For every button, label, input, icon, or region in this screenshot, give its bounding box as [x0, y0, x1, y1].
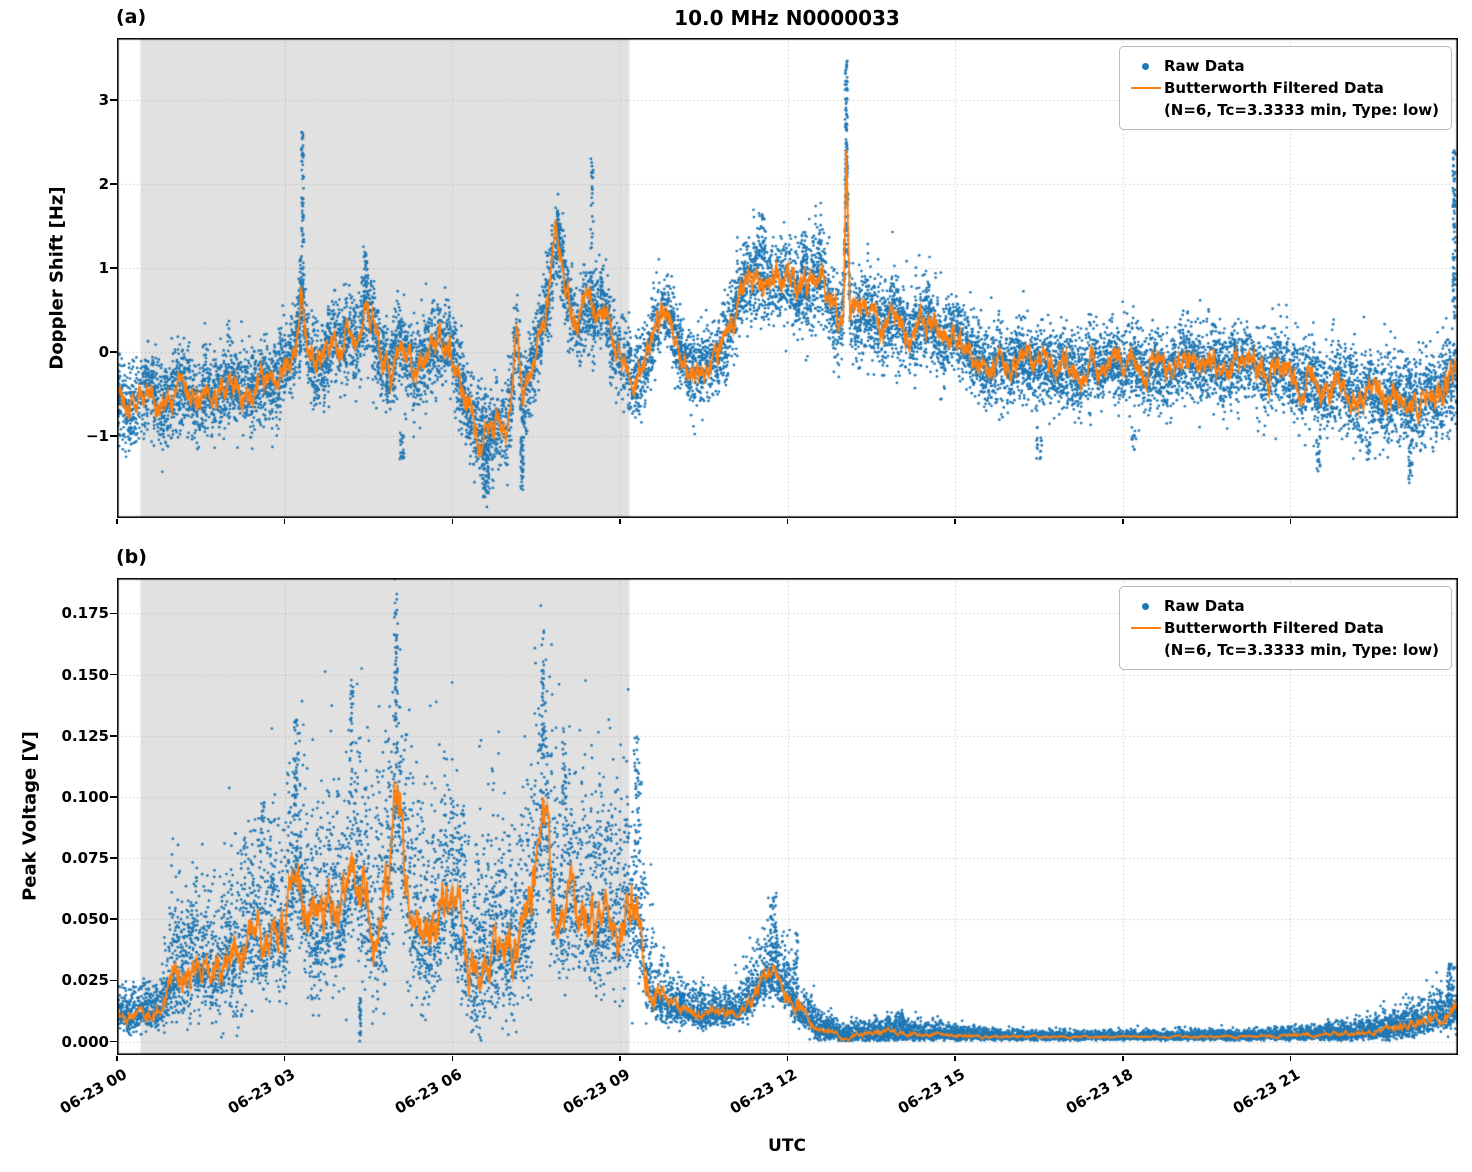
legend-raw-label: Raw Data — [1163, 597, 1245, 615]
y-tick-mark — [110, 735, 117, 737]
x-tick-mark — [786, 1056, 789, 1061]
y-tick-label: 0.075 — [61, 849, 109, 868]
y-tick-mark — [110, 796, 117, 798]
panel-a-legend: Raw Data Butterworth Filtered Data (N=6,… — [1118, 46, 1452, 130]
legend-filtered-title: Butterworth Filtered Data — [1163, 79, 1384, 97]
chart-title: 10.0 MHz N0000033 — [674, 6, 900, 30]
panel-b-letter: (b) — [116, 546, 147, 568]
y-tick-mark — [110, 435, 117, 437]
legend-filtered-label: Butterworth Filtered Data (N=6, Tc=3.333… — [1164, 617, 1439, 661]
y-tick-mark — [110, 183, 117, 185]
y-tick-label: 0.050 — [61, 910, 109, 929]
y-tick-label: 3 — [98, 91, 109, 110]
x-tick-mark — [786, 519, 789, 524]
y-tick-mark — [110, 1040, 117, 1043]
raw-data-dot-icon — [1142, 602, 1150, 610]
filtered-line-icon — [1130, 627, 1161, 629]
y-tick-label: 0.125 — [61, 726, 109, 745]
y-tick-mark — [110, 857, 117, 859]
panel-b-ylabel: Peak Voltage [V] — [19, 731, 41, 901]
x-tick-label: 06-23 15 — [894, 1065, 969, 1118]
y-tick-label: 0 — [98, 342, 109, 361]
y-tick-label: 0.000 — [61, 1032, 109, 1051]
legend-item-raw: Raw Data — [1128, 55, 1439, 77]
raw-data-dot-icon — [1142, 62, 1150, 70]
legend-filtered-params: (N=6, Tc=3.3333 min, Type: low) — [1163, 101, 1439, 119]
y-tick-label: −1 — [85, 426, 109, 445]
y-tick-mark — [110, 979, 117, 982]
legend-filtered-label: Butterworth Filtered Data (N=6, Tc=3.333… — [1164, 77, 1439, 121]
y-tick-mark — [110, 673, 117, 676]
legend-filtered-title: Butterworth Filtered Data — [1163, 619, 1384, 637]
y-tick-label: 0.175 — [61, 604, 109, 623]
x-tick-label: 06-23 21 — [1230, 1065, 1304, 1118]
x-tick-mark — [1289, 1056, 1292, 1061]
y-tick-label: 0.025 — [61, 971, 109, 990]
legend-raw-label: Raw Data — [1163, 57, 1245, 75]
x-tick-mark — [1122, 519, 1124, 524]
y-tick-label: 0.150 — [61, 665, 109, 684]
x-tick-mark — [116, 519, 118, 524]
y-tick-label: 0.100 — [61, 787, 109, 806]
panel-b-legend: Raw Data Butterworth Filtered Data (N=6,… — [1118, 586, 1452, 670]
x-tick-mark — [283, 519, 286, 524]
x-tick-mark — [451, 519, 453, 524]
x-tick-label: 06-23 12 — [727, 1065, 801, 1118]
x-tick-label: 06-23 03 — [224, 1065, 298, 1118]
x-tick-label: 06-23 00 — [56, 1065, 130, 1118]
y-tick-label: 1 — [98, 258, 109, 277]
legend-filtered-params: (N=6, Tc=3.3333 min, Type: low) — [1163, 641, 1439, 659]
x-axis-label: UTC — [768, 1136, 806, 1156]
y-tick-label: 2 — [98, 175, 109, 193]
x-tick-label: 06-23 09 — [559, 1065, 633, 1118]
x-tick-mark — [619, 519, 621, 524]
x-tick-mark — [1289, 519, 1292, 524]
x-tick-label: 06-23 06 — [392, 1065, 466, 1118]
x-tick-mark — [451, 1056, 453, 1061]
legend-item-raw: Raw Data — [1128, 595, 1439, 617]
y-tick-mark — [110, 612, 117, 615]
x-tick-mark — [116, 1056, 118, 1061]
x-tick-mark — [283, 1056, 286, 1061]
x-tick-label: 06-23 18 — [1062, 1065, 1136, 1118]
x-tick-mark — [954, 519, 956, 524]
legend-item-filtered: Butterworth Filtered Data (N=6, Tc=3.333… — [1128, 617, 1439, 661]
y-tick-mark — [110, 267, 117, 269]
y-tick-mark — [110, 351, 117, 353]
x-tick-mark — [619, 1056, 621, 1061]
panel-a-letter: (a) — [116, 6, 147, 28]
y-tick-mark — [110, 99, 117, 101]
x-tick-mark — [954, 1056, 956, 1061]
x-tick-mark — [1122, 1056, 1124, 1061]
filtered-line-icon — [1130, 87, 1161, 89]
y-tick-mark — [110, 918, 117, 920]
legend-item-filtered: Butterworth Filtered Data (N=6, Tc=3.333… — [1128, 77, 1439, 121]
